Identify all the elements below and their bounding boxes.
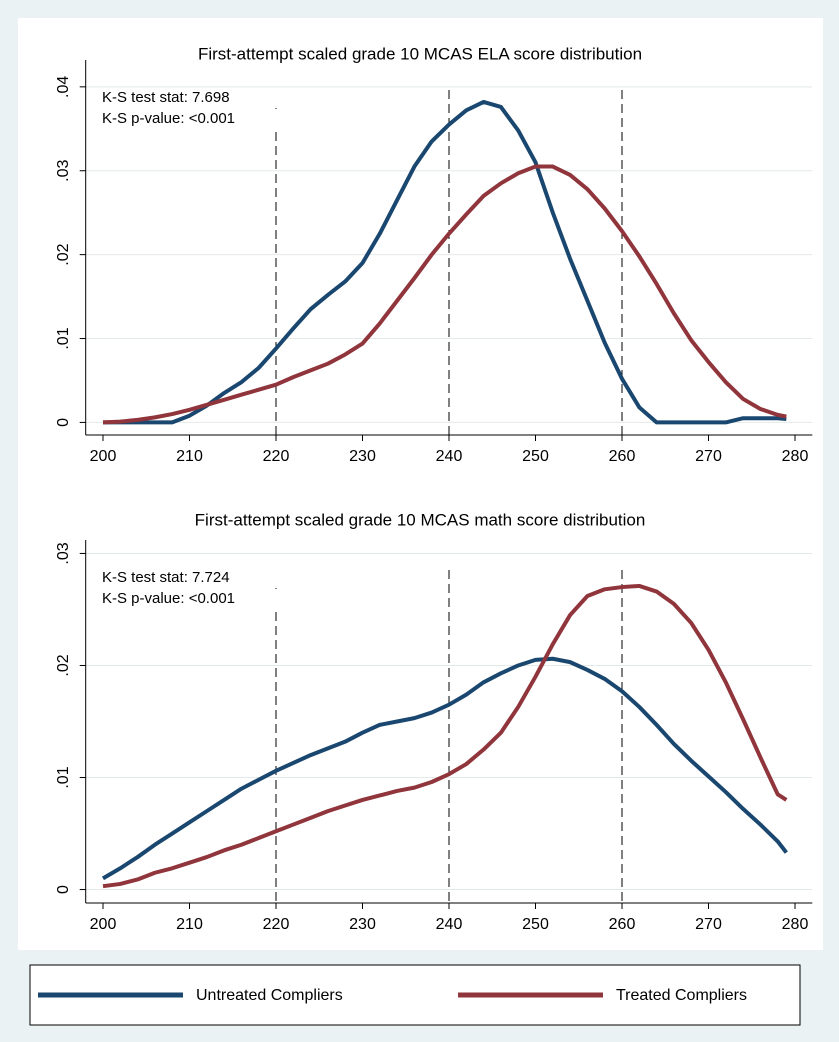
x-tick-label: 250	[522, 916, 549, 933]
x-tick-label: 240	[436, 916, 463, 933]
y-tick-label: .04	[55, 76, 72, 98]
annotation-bg	[98, 109, 278, 129]
chart-title: First-attempt scaled grade 10 MCAS ELA s…	[198, 44, 642, 63]
x-tick-label: 200	[90, 448, 117, 465]
x-tick-label: 200	[90, 916, 117, 933]
line-series	[102, 164, 787, 425]
graph-region	[18, 18, 823, 950]
annotation-bg	[98, 589, 278, 609]
x-tick-label: 280	[782, 448, 809, 465]
annotation-bg	[98, 88, 278, 108]
x-tick-label: 210	[176, 448, 203, 465]
x-tick-label: 260	[609, 916, 636, 933]
y-tick-label: 0	[55, 885, 72, 894]
annotation: K-S test stat: 7.698	[102, 89, 230, 106]
x-tick-label: 210	[176, 916, 203, 933]
y-tick-label: .02	[55, 243, 72, 265]
x-tick-label: 260	[609, 448, 636, 465]
y-tick-label: 0	[55, 418, 72, 427]
x-tick-label: 280	[782, 916, 809, 933]
annotation: K-S p-value: <0.001	[102, 590, 235, 607]
y-tick-label: .02	[55, 654, 72, 676]
legend-label: Treated Compliers	[616, 987, 747, 1004]
chart-title: First-attempt scaled grade 10 MCAS math …	[195, 510, 646, 529]
x-tick-label: 230	[349, 916, 376, 933]
y-tick-label: .03	[55, 542, 72, 564]
x-tick-label: 230	[349, 448, 376, 465]
annotation: K-S p-value: <0.001	[102, 110, 235, 127]
x-tick-label: 220	[263, 916, 290, 933]
y-tick-label: .01	[55, 327, 72, 349]
annotation-bg	[98, 568, 278, 588]
line-series	[102, 583, 788, 889]
x-tick-label: 270	[695, 448, 722, 465]
x-tick-label: 250	[522, 448, 549, 465]
y-tick-label: .01	[55, 766, 72, 788]
legend-label: Untreated Compliers	[196, 987, 343, 1004]
x-tick-label: 240	[436, 448, 463, 465]
x-tick-label: 270	[695, 916, 722, 933]
line-series	[103, 99, 787, 425]
y-tick-label: .03	[55, 160, 72, 182]
annotation: K-S test stat: 7.724	[102, 569, 230, 586]
x-tick-label: 220	[263, 448, 290, 465]
line-series	[101, 656, 788, 881]
